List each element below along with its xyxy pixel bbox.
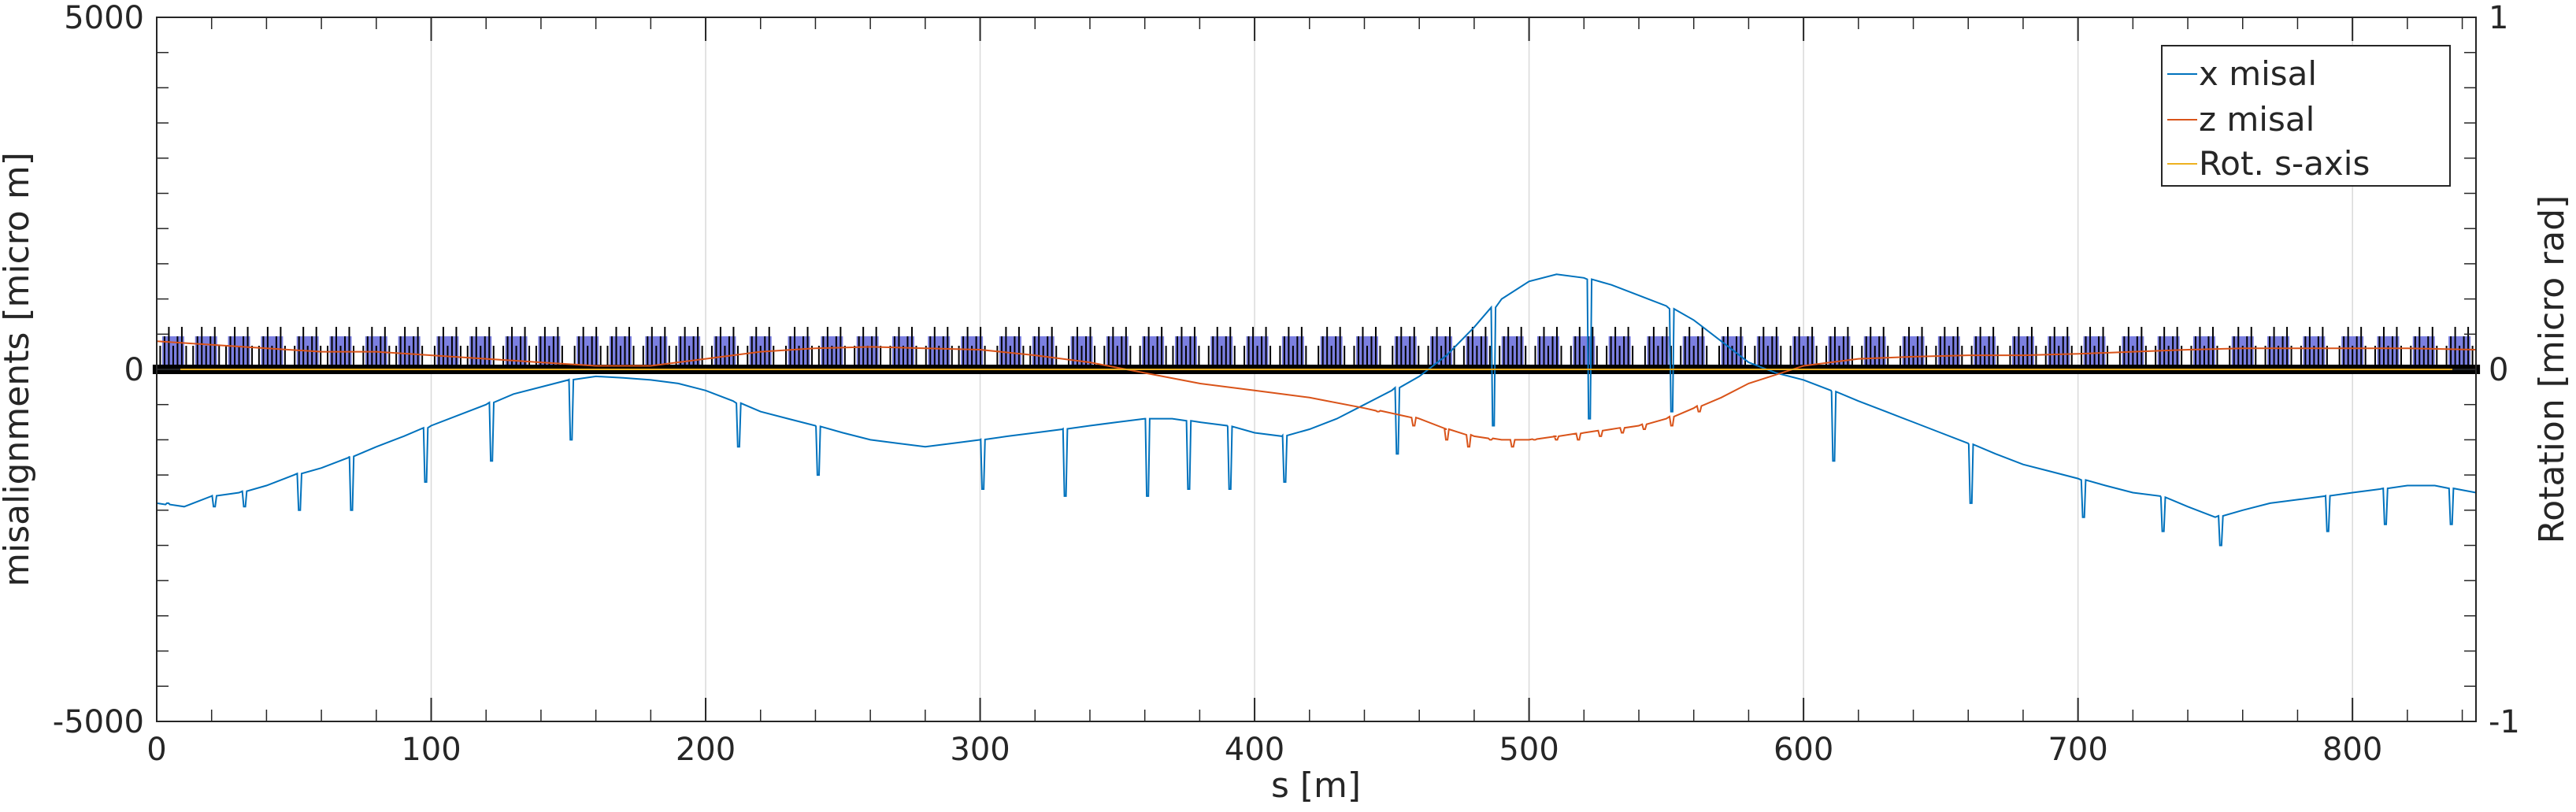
x-tick-label: 300 [950, 732, 1010, 768]
x-tick-label: 800 [2322, 732, 2382, 768]
x-tick-label: 400 [1225, 732, 1284, 768]
legend-label-rot-s-axis: Rot. s-axis [2199, 144, 2370, 183]
x-tick-label: 600 [1774, 732, 1833, 768]
legend-label-x-misal: x misal [2199, 54, 2317, 93]
y-tick-label: 0 [124, 352, 144, 388]
legend: x misal z misal Rot. s-axis [2162, 46, 2450, 186]
y2-axis-label: Rotation [micro rad] [2532, 195, 2572, 544]
x-tick-label: 700 [2048, 732, 2107, 768]
y-tick-label: -5000 [53, 704, 144, 740]
x-tick-label: 100 [401, 732, 461, 768]
x-tick-label: 200 [676, 732, 736, 768]
y2-tick-label: 0 [2489, 352, 2508, 388]
y-axis-label: misalignments [micro m] [0, 152, 37, 587]
y2-tick-label: 1 [2489, 0, 2508, 36]
x-tick-label: 0 [146, 732, 166, 768]
y2-tick-label: -1 [2489, 704, 2520, 740]
y-tick-label: 5000 [64, 0, 144, 36]
x-tick-label: 500 [1499, 732, 1559, 768]
legend-label-z-misal: z misal [2199, 100, 2315, 139]
x-axis-label: s [m] [1271, 766, 1361, 806]
